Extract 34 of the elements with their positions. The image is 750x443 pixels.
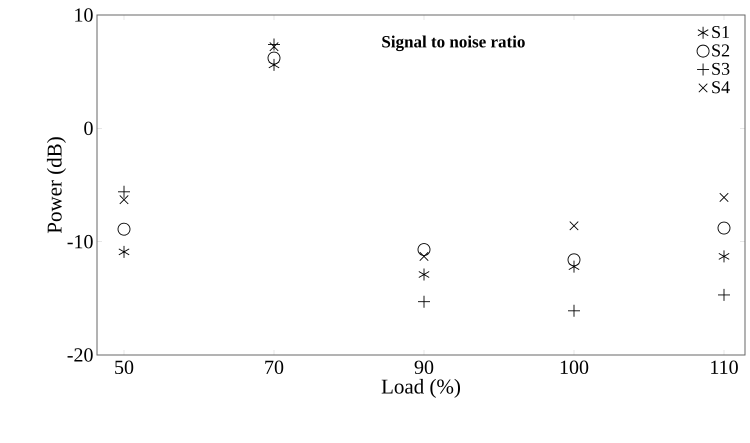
legend-label: S4	[712, 81, 730, 94]
point	[418, 268, 430, 281]
x-tick-label: 100	[560, 360, 588, 374]
x-tick-label: 90	[414, 360, 434, 374]
point	[419, 252, 429, 262]
y-axis-title: Power (dB)	[46, 137, 66, 234]
point	[269, 42, 279, 52]
point	[418, 243, 430, 256]
text: Signal to noise ratio	[382, 36, 525, 52]
point	[569, 221, 579, 230]
x-tick-label: 70	[265, 360, 284, 374]
point	[568, 253, 580, 266]
point	[268, 58, 280, 72]
point	[119, 195, 129, 204]
legend-label: S1	[712, 26, 729, 38]
legend-label: S3	[712, 62, 730, 75]
x-tick-label: 110	[711, 360, 738, 374]
x-axis-title: Load (%)	[382, 378, 460, 398]
point	[118, 222, 130, 236]
x-tick-label: 50	[115, 360, 134, 374]
point	[268, 52, 280, 65]
y-tick-label: -10	[68, 234, 93, 248]
y-tick-label: 0	[84, 122, 93, 136]
y-tick-label: -20	[68, 348, 93, 362]
point	[118, 245, 130, 258]
point	[719, 192, 729, 202]
y-tick-label: 10	[75, 8, 93, 22]
point	[568, 260, 580, 274]
point	[568, 304, 580, 318]
point	[718, 222, 730, 234]
point	[418, 295, 430, 308]
legend-label: S2	[712, 44, 730, 56]
point	[118, 185, 130, 198]
point	[718, 250, 730, 263]
